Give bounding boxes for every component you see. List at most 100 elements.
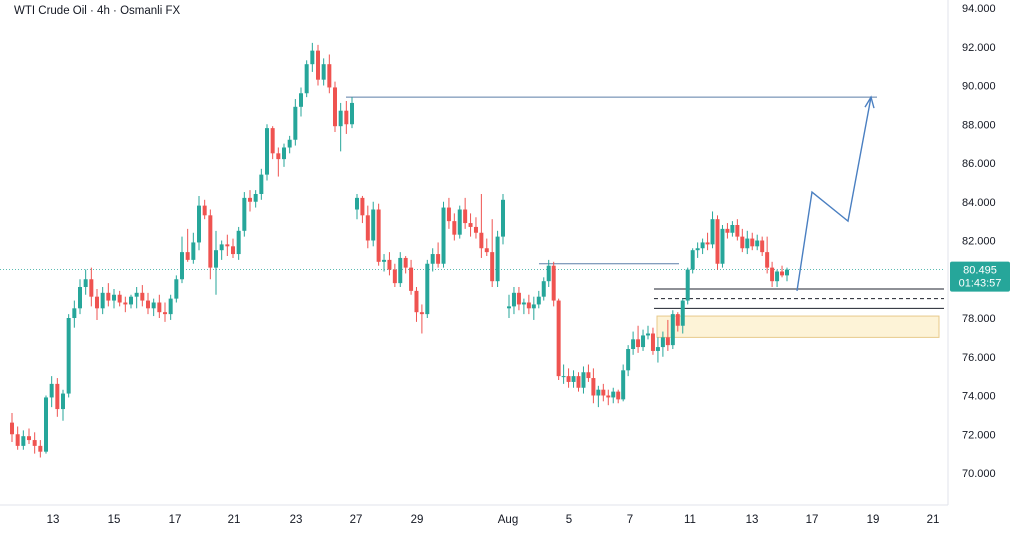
candle-body	[259, 174, 264, 194]
candle	[755, 234, 760, 251]
candle	[208, 209, 213, 280]
candle	[83, 269, 88, 295]
candle	[616, 389, 621, 404]
candle	[409, 259, 414, 295]
candle-body	[151, 302, 156, 309]
candle-body	[387, 259, 392, 270]
candle	[680, 298, 685, 334]
candle	[700, 238, 705, 255]
candle-body	[655, 347, 660, 351]
candle-body	[479, 232, 484, 249]
candle	[419, 304, 424, 334]
candle-body	[403, 257, 408, 268]
candle-body	[680, 300, 685, 326]
candle	[202, 199, 207, 220]
candle	[551, 261, 556, 307]
candle-body	[601, 389, 606, 396]
candle-body	[27, 436, 31, 441]
candle-body	[180, 252, 184, 280]
candle	[586, 364, 591, 382]
candle-body	[536, 296, 541, 305]
candle	[521, 298, 526, 315]
candle-body	[253, 194, 258, 202]
candle	[259, 168, 264, 200]
candle-body	[556, 300, 561, 377]
candle	[248, 190, 252, 212]
candle	[163, 302, 167, 322]
candle-body	[360, 197, 365, 216]
candle	[174, 275, 179, 303]
candle	[157, 294, 162, 318]
candle	[355, 194, 359, 220]
candle-body	[576, 376, 581, 388]
candle-body	[735, 225, 740, 237]
candle	[596, 385, 601, 408]
last-price-countdown: 01:43:57	[959, 278, 1002, 290]
candle	[327, 54, 332, 94]
x-tick-label: 13	[47, 514, 60, 526]
candle	[270, 126, 275, 160]
candle	[371, 201, 376, 247]
y-tick-label: 94.000	[962, 3, 996, 15]
candle	[66, 314, 71, 398]
y-tick-label: 76.000	[962, 352, 996, 364]
x-tick-label: 11	[684, 514, 696, 526]
candle-body	[293, 106, 298, 140]
candle	[490, 219, 495, 287]
y-tick-label: 72.000	[962, 429, 996, 441]
candle-body	[134, 292, 139, 297]
candle	[344, 101, 349, 134]
candle-body	[248, 197, 252, 202]
candle	[745, 230, 750, 255]
candle	[89, 267, 94, 307]
candle	[253, 190, 258, 208]
candle	[636, 325, 641, 353]
candle	[621, 364, 626, 402]
candle	[276, 147, 281, 177]
candle-body	[219, 244, 224, 251]
candle	[185, 228, 190, 262]
candle-body	[72, 308, 77, 318]
candle-body	[755, 240, 760, 247]
x-tick-label: 15	[108, 514, 121, 526]
candle-body	[551, 265, 556, 301]
candle	[740, 228, 745, 253]
candle	[304, 60, 309, 98]
candle-body	[21, 436, 26, 446]
candle	[100, 287, 105, 315]
candle-body	[146, 300, 150, 309]
candle	[333, 81, 337, 132]
candle-body	[55, 383, 60, 410]
candle	[765, 236, 770, 274]
candle	[650, 327, 655, 355]
candle-body	[650, 333, 655, 351]
candle-body	[596, 389, 601, 396]
candle-body	[745, 238, 750, 249]
candle-body	[765, 252, 770, 268]
candle	[641, 329, 646, 351]
candle	[566, 368, 571, 388]
candle-body	[566, 376, 571, 382]
candle	[436, 242, 441, 268]
candle-body	[700, 242, 705, 249]
candle-body	[15, 434, 20, 446]
candle-body	[646, 333, 650, 336]
candle	[321, 58, 326, 86]
candle	[655, 337, 660, 363]
candle-body	[710, 219, 715, 245]
candle	[265, 124, 269, 181]
x-tick-label: 17	[806, 514, 819, 526]
x-tick-label: 19	[867, 514, 880, 526]
candle-body	[586, 372, 591, 379]
candle	[611, 387, 616, 404]
candle	[140, 285, 145, 307]
candle-body	[441, 207, 446, 264]
y-tick-label: 88.000	[962, 119, 996, 131]
candle	[715, 215, 720, 270]
candle-body	[457, 209, 462, 235]
candle-body	[621, 370, 626, 400]
candle-body	[409, 267, 414, 291]
candle-body	[541, 281, 546, 297]
candle-body	[191, 242, 196, 260]
candle	[591, 368, 596, 404]
